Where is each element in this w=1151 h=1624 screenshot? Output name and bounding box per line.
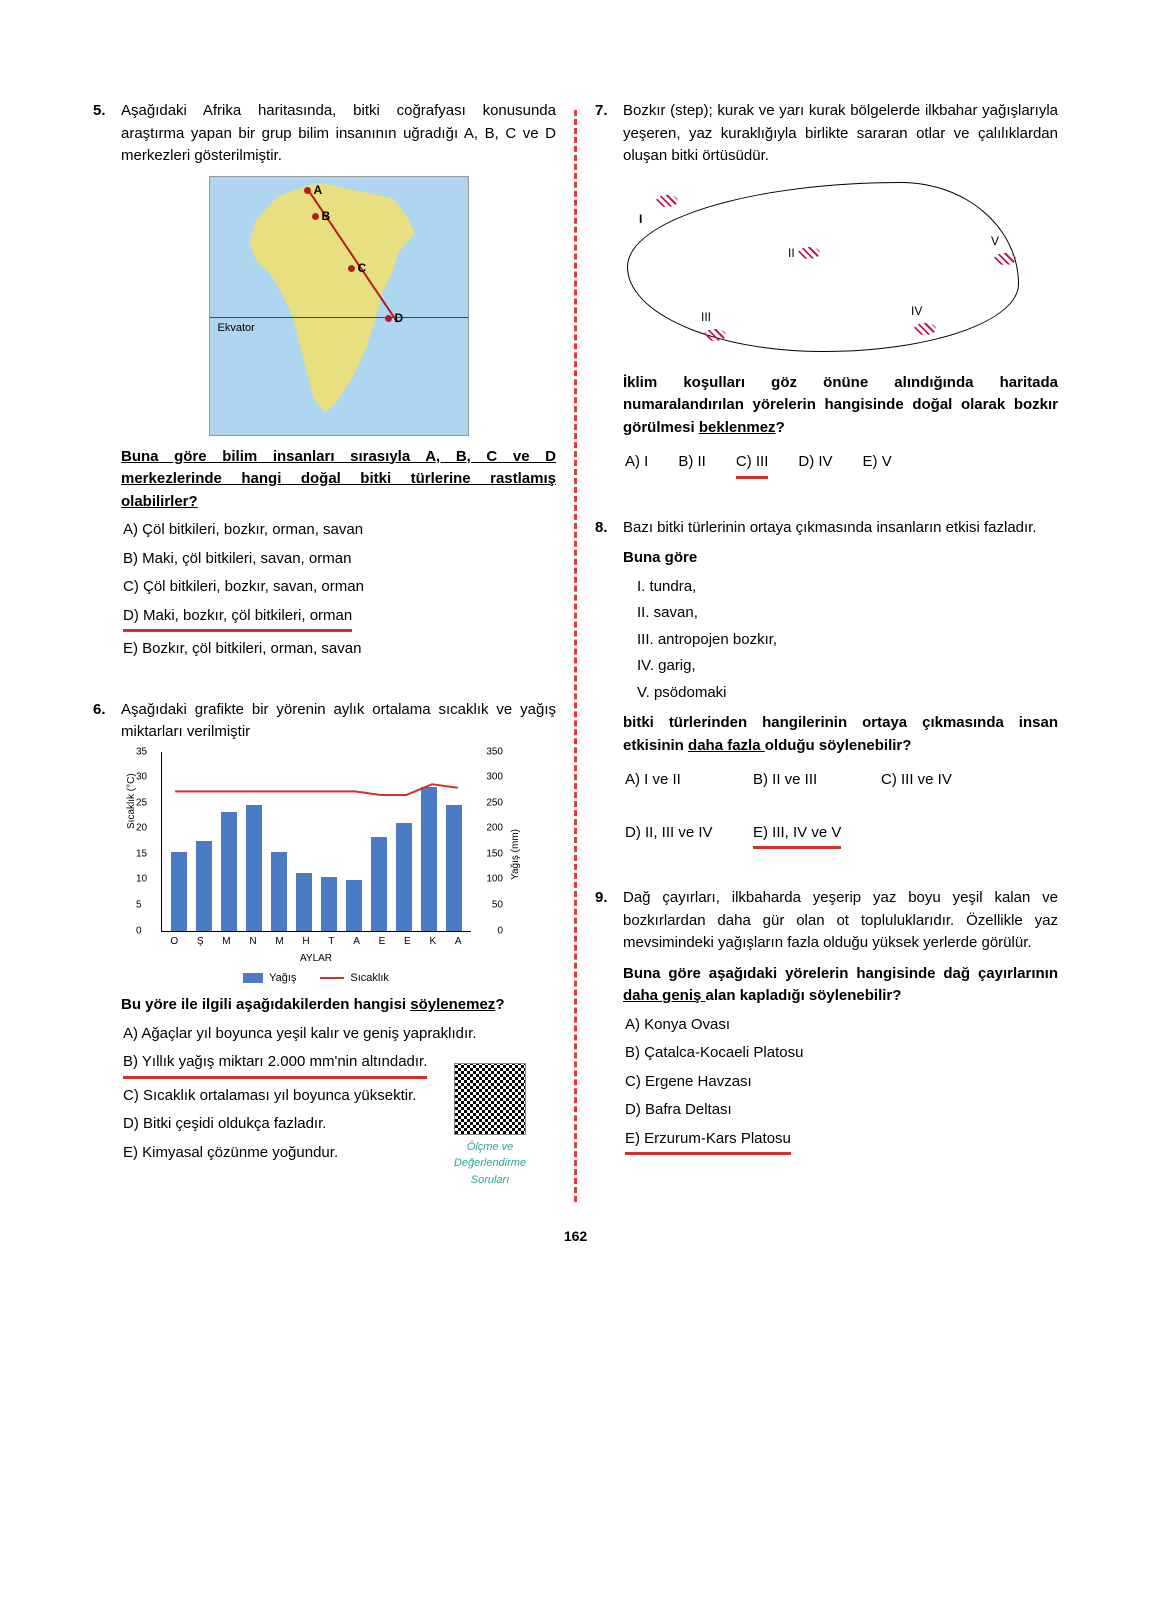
option[interactable]: B) II	[676, 451, 706, 479]
africa-map: Ekvator ABCD	[209, 176, 469, 436]
question-5: 5. Aşağıdaki Afrika haritasında, bitki c…	[93, 100, 556, 667]
option[interactable]: A) Çöl bitkileri, bozkır, orman, savan	[121, 519, 556, 542]
turkey-map: I II III IV V	[623, 174, 1023, 364]
question-9: 9. Dağ çayırları, ilkbaharda yeşerip yaz…	[595, 887, 1058, 1161]
q6-text: Aşağıdaki grafikte bir yörenin aylık ort…	[121, 699, 556, 744]
q8-options: A) I ve II B) II ve III C) III ve IV D) II,…	[623, 763, 1058, 855]
q5-num: 5.	[93, 100, 121, 667]
q8-stem: bitki türlerinden hangilerinin ortaya çı…	[623, 712, 1058, 757]
q8-text: Bazı bitki türlerinin ortaya çıkmasında …	[623, 517, 1058, 540]
q7-options: A) I B) II C) III D) IV E) V	[623, 445, 1058, 485]
option[interactable]: C) III ve IV	[879, 769, 989, 792]
qr-icon	[454, 1063, 526, 1135]
option[interactable]: D) IV	[796, 451, 832, 479]
question-6: 6. Aşağıdaki grafikte bir yörenin aylık …	[93, 699, 556, 1171]
q6-stem: Bu yöre ile ilgili aşağıdakilerden hangi…	[121, 994, 556, 1017]
option[interactable]: E) Bozkır, çöl bitkileri, orman, savan	[121, 638, 556, 661]
q6-num: 6.	[93, 699, 121, 1171]
page-number: 162	[75, 1226, 1076, 1247]
q9-options: A) Konya Ovası B) Çatalca-Kocaeli Platosu…	[623, 1014, 1058, 1156]
chart-legend: Yağış Sıcaklık	[121, 970, 511, 987]
option[interactable]: A) Konya Ovası	[623, 1014, 1058, 1037]
question-7: 7. Bozkır (step); kurak ve yarı kurak bö…	[595, 100, 1058, 485]
option[interactable]: E) V	[861, 451, 892, 479]
option[interactable]: C) Çöl bitkileri, bozkır, savan, orman	[121, 576, 556, 599]
option[interactable]: A) I ve II	[623, 769, 733, 792]
q5-text: Aşağıdaki Afrika haritasında, bitki coğr…	[121, 100, 556, 168]
q5-options: A) Çöl bitkileri, bozkır, orman, savan B)…	[121, 519, 556, 661]
question-8: 8. Bazı bitki türlerinin ortaya çıkmasın…	[595, 517, 1058, 856]
option[interactable]: B) Maki, çöl bitkileri, savan, orman	[121, 548, 556, 571]
q9-stem: Buna göre aşağıdaki yörelerin hangisinde…	[623, 963, 1058, 1008]
option[interactable]: D) Maki, bozkır, çöl bitkileri, orman	[121, 605, 556, 633]
climate-chart: Sıcaklık (°C) Yağış (mm) 051015202530350…	[121, 752, 511, 987]
option[interactable]: A) I	[623, 451, 648, 479]
qr-block: Ölçme ve Değerlendirme Soruları	[440, 1063, 540, 1189]
option[interactable]: E) Erzurum-Kars Platosu	[623, 1128, 1058, 1156]
q8-roman-list: I. tundra,II. savan,III. antropojen bozk…	[637, 576, 1058, 705]
q5-stem: Buna göre bilim insanları sırasıyla A, B…	[121, 446, 556, 514]
equator-label: Ekvator	[218, 320, 255, 337]
q7-stem: İklim koşulları göz önüne alındığında ha…	[623, 372, 1058, 440]
q7-text: Bozkır (step); kurak ve yarı kurak bölge…	[623, 100, 1058, 168]
option[interactable]: D) Bafra Deltası	[623, 1099, 1058, 1122]
q8-num: 8.	[595, 517, 623, 856]
option[interactable]: B) II ve III	[751, 769, 861, 792]
option[interactable]: C) III	[734, 451, 769, 479]
option[interactable]: E) III, IV ve V	[751, 822, 861, 850]
option[interactable]: D) II, III ve IV	[623, 822, 733, 850]
temperature-line	[162, 752, 471, 931]
option[interactable]: C) Ergene Havzası	[623, 1071, 1058, 1094]
q7-num: 7.	[595, 100, 623, 485]
q9-num: 9.	[595, 887, 623, 1161]
option[interactable]: A) Ağaçlar yıl boyunca yeşil kalır ve ge…	[121, 1023, 556, 1046]
q9-text: Dağ çayırları, ilkbaharda yeşerip yaz bo…	[623, 887, 1058, 955]
option[interactable]: B) Çatalca-Kocaeli Platosu	[623, 1042, 1058, 1065]
